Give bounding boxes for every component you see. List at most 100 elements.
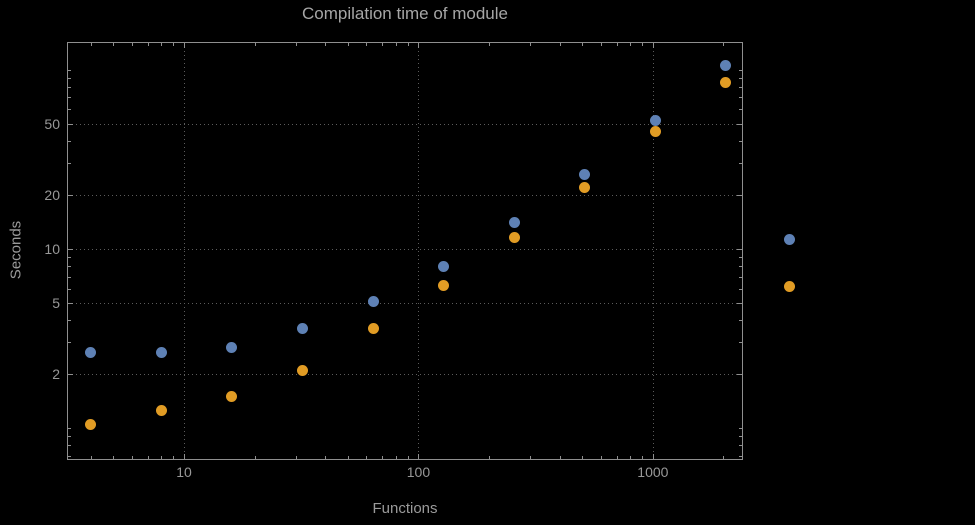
x-tick-mark: [347, 456, 349, 459]
y-tick-label: 5: [52, 294, 60, 311]
x-tick-mark: [418, 43, 420, 48]
x-tick-mark: [642, 43, 644, 46]
x-tick-mark: [325, 43, 327, 46]
y-tick-mark: [739, 436, 742, 438]
x-tick-label: 100: [406, 464, 431, 480]
y-tick-mark: [739, 342, 742, 344]
y-tick-mark: [739, 140, 742, 142]
x-tick-mark: [147, 43, 149, 46]
y-tick-mark: [68, 342, 71, 344]
y-tick-mark: [68, 320, 71, 322]
y-tick-mark: [739, 427, 742, 429]
data-point: [85, 346, 97, 358]
data-point: [508, 217, 520, 229]
x-tick-mark: [382, 43, 384, 46]
y-tick-mark: [68, 248, 73, 250]
y-tick-mark: [739, 69, 742, 71]
x-tick-mark: [652, 454, 654, 459]
x-gridline: [184, 43, 185, 459]
x-tick-mark: [407, 456, 409, 459]
y-gridline: [68, 123, 742, 125]
y-gridline: [68, 373, 742, 375]
x-tick-mark: [254, 43, 256, 46]
y-tick-mark: [737, 194, 742, 196]
x-tick-mark: [489, 456, 490, 459]
data-point: [226, 390, 238, 402]
x-tick-mark: [582, 456, 584, 459]
y-tick-mark: [68, 455, 71, 457]
data-point: [720, 76, 732, 88]
x-tick-mark: [184, 43, 185, 48]
x-tick-mark: [630, 456, 632, 459]
y-tick-mark: [739, 320, 742, 322]
y-gridline: [68, 302, 742, 304]
y-tick-mark: [739, 276, 742, 278]
y-tick-mark: [68, 163, 71, 165]
x-tick-mark: [642, 456, 644, 459]
x-tick-mark: [325, 456, 327, 459]
x-tick-mark: [407, 43, 409, 46]
y-tick-mark: [68, 266, 71, 268]
y-tick-mark: [68, 445, 71, 447]
x-tick-mark: [184, 454, 185, 459]
y-tick-mark: [739, 97, 742, 99]
x-tick-mark: [131, 43, 133, 46]
x-tick-mark: [173, 456, 175, 459]
y-tick-mark: [68, 427, 71, 429]
x-tick-label: 1000: [637, 464, 669, 480]
y-tick-mark: [68, 109, 71, 111]
x-tick-mark: [295, 456, 297, 459]
y-tick-mark: [68, 69, 71, 71]
y-tick-mark: [68, 436, 71, 438]
x-axis-label: Functions: [372, 500, 438, 517]
x-gridline: [418, 43, 420, 459]
y-tick-mark: [68, 256, 71, 258]
x-tick-mark: [600, 43, 602, 46]
x-tick-mark: [530, 456, 532, 459]
x-tick-mark: [489, 43, 490, 46]
data-point: [438, 260, 450, 272]
x-tick-mark: [559, 43, 561, 46]
x-tick-mark: [395, 456, 397, 459]
x-tick-mark: [382, 456, 384, 459]
y-tick-label: 10: [44, 240, 60, 257]
y-tick-mark: [739, 256, 742, 258]
y-tick-mark: [739, 445, 742, 447]
data-point: [579, 181, 591, 193]
y-tick-mark: [68, 123, 73, 125]
x-tick-label: 10: [176, 464, 192, 480]
x-tick-mark: [366, 43, 368, 46]
x-tick-mark: [418, 454, 420, 459]
x-tick-mark: [723, 43, 725, 46]
x-gridline: [652, 43, 654, 459]
x-tick-mark: [366, 456, 368, 459]
y-tick-mark: [739, 87, 742, 89]
x-tick-mark: [113, 43, 115, 46]
plot-area: [67, 42, 743, 460]
y-tick-mark: [739, 163, 742, 165]
y-tick-mark: [739, 266, 742, 268]
x-tick-mark: [616, 43, 618, 46]
data-point: [720, 60, 732, 72]
x-tick-mark: [90, 456, 92, 459]
x-tick-mark: [113, 456, 115, 459]
y-tick-mark: [68, 97, 71, 99]
data-point: [367, 322, 379, 334]
x-tick-mark: [90, 43, 92, 46]
y-tick-mark: [739, 109, 742, 111]
x-tick-mark: [395, 43, 397, 46]
y-tick-mark: [68, 140, 71, 142]
x-tick-mark: [161, 43, 163, 46]
data-point: [508, 232, 520, 244]
y-tick-mark: [68, 373, 73, 375]
y-tick-mark: [68, 77, 71, 79]
x-tick-mark: [630, 43, 632, 46]
y-tick-mark: [68, 87, 71, 89]
y-tick-mark: [739, 77, 742, 79]
data-point: [649, 126, 661, 138]
data-point: [438, 280, 450, 292]
legend-marker: [784, 234, 795, 245]
x-tick-mark: [131, 456, 133, 459]
y-tick-mark: [737, 302, 742, 304]
data-point: [649, 115, 661, 127]
